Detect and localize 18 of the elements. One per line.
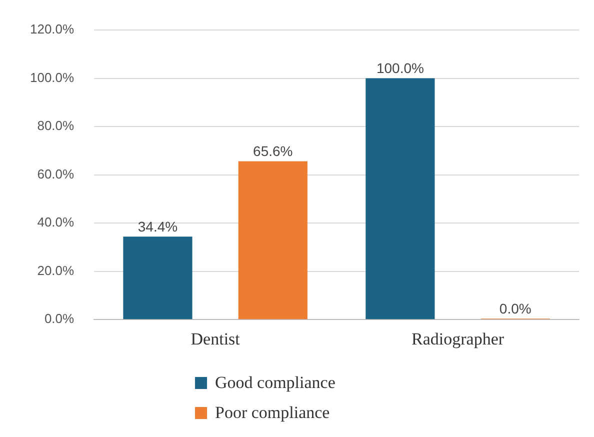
x-tick-label: Dentist (190, 329, 240, 348)
y-tick-label: 60.0% (37, 166, 75, 182)
bar (366, 78, 435, 320)
y-tick-label: 100.0% (30, 70, 75, 85)
y-tick-label: 40.0% (37, 214, 75, 230)
data-label: 100.0% (376, 60, 424, 76)
y-tick-label: 80.0% (37, 118, 75, 134)
y-tick-label: 0.0% (44, 311, 75, 326)
bar (238, 161, 308, 320)
data-label: 0.0% (499, 300, 532, 316)
legend-label: Good compliance (215, 373, 336, 393)
bar (123, 236, 192, 320)
data-label: 65.6% (253, 143, 293, 160)
x-tick-label: Radiographer (412, 329, 504, 348)
data-label: 34.4% (138, 218, 178, 234)
legend-label: Poor compliance (215, 403, 330, 423)
y-tick-label: 20.0% (37, 262, 75, 278)
y-tick-label: 120.0% (30, 22, 75, 37)
